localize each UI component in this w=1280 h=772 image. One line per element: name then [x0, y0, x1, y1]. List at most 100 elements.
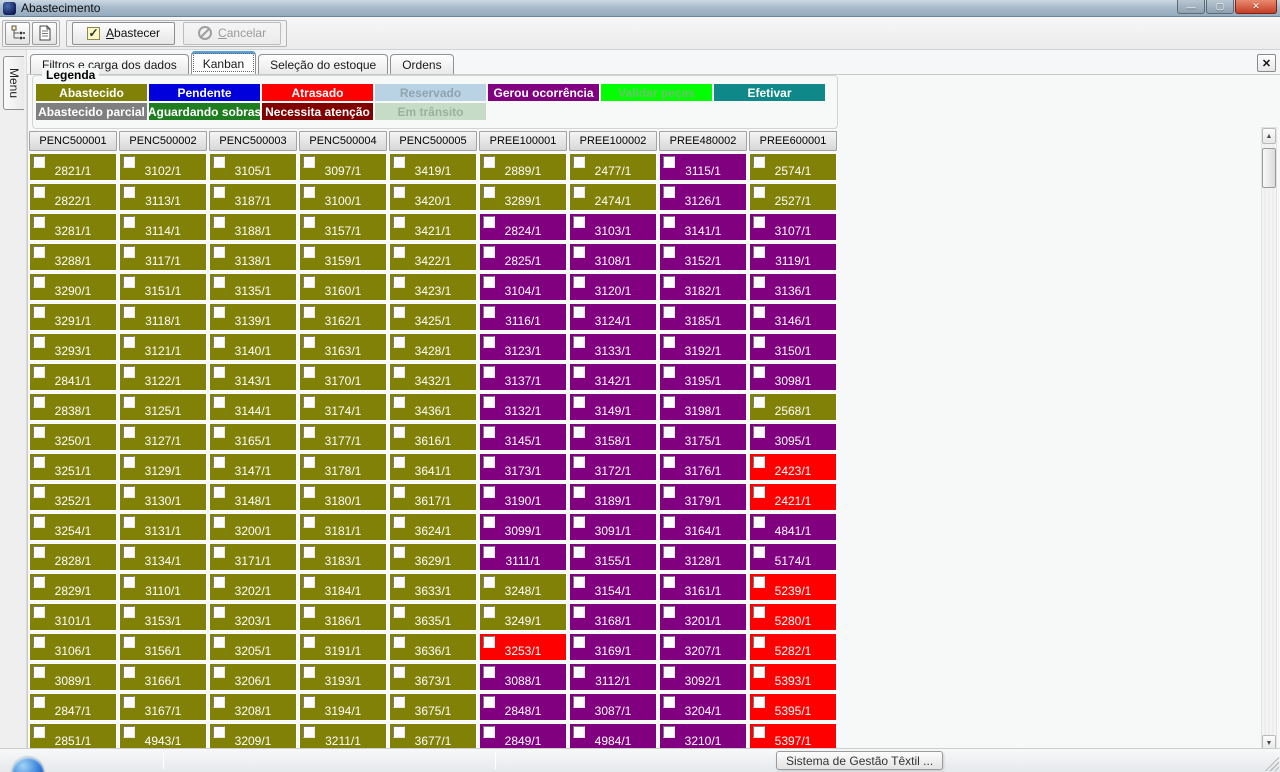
kanban-card-gerou-ocorrencia[interactable]: 3164/1	[659, 513, 747, 541]
kanban-card-abastecido[interactable]: 3202/1	[209, 573, 297, 601]
kanban-card-gerou-ocorrencia[interactable]: 3128/1	[659, 543, 747, 571]
card-checkbox[interactable]	[33, 276, 45, 288]
card-checkbox[interactable]	[123, 156, 135, 168]
kanban-card-abastecido[interactable]: 3419/1	[389, 153, 477, 181]
kanban-card-gerou-ocorrencia[interactable]: 3111/1	[479, 543, 567, 571]
kanban-card-abastecido[interactable]: 3129/1	[119, 453, 207, 481]
kanban-card-abastecido[interactable]: 3203/1	[209, 603, 297, 631]
card-checkbox[interactable]	[123, 276, 135, 288]
card-checkbox[interactable]	[753, 186, 765, 198]
card-checkbox[interactable]	[573, 156, 585, 168]
kanban-card-gerou-ocorrencia[interactable]: 3173/1	[479, 453, 567, 481]
kanban-card-atrasado[interactable]: 5282/1	[749, 633, 837, 661]
card-checkbox[interactable]	[303, 306, 315, 318]
card-checkbox[interactable]	[753, 426, 765, 438]
kanban-card-gerou-ocorrencia[interactable]: 3120/1	[569, 273, 657, 301]
card-checkbox[interactable]	[33, 576, 45, 588]
card-checkbox[interactable]	[573, 546, 585, 558]
card-checkbox[interactable]	[303, 396, 315, 408]
document-button[interactable]	[32, 21, 57, 45]
card-checkbox[interactable]	[573, 666, 585, 678]
card-checkbox[interactable]	[303, 636, 315, 648]
card-checkbox[interactable]	[213, 726, 225, 738]
card-checkbox[interactable]	[663, 396, 675, 408]
kanban-card-abastecido[interactable]: 3177/1	[299, 423, 387, 451]
kanban-card-gerou-ocorrencia[interactable]: 3108/1	[569, 243, 657, 271]
kanban-card-abastecido[interactable]: 3420/1	[389, 183, 477, 211]
card-checkbox[interactable]	[753, 636, 765, 648]
tab-kanban[interactable]: Kanban	[190, 51, 257, 74]
maximize-button[interactable]: ▢	[1206, 0, 1234, 14]
abastecer-button[interactable]: ✓ Abastecer	[72, 21, 176, 45]
kanban-card-gerou-ocorrencia[interactable]: 3198/1	[659, 393, 747, 421]
kanban-card-gerou-ocorrencia[interactable]: 3155/1	[569, 543, 657, 571]
kanban-card-abastecido[interactable]: 3636/1	[389, 633, 477, 661]
kanban-card-abastecido[interactable]: 3166/1	[119, 663, 207, 691]
kanban-card-abastecido[interactable]: 2828/1	[29, 543, 117, 571]
card-checkbox[interactable]	[213, 636, 225, 648]
card-checkbox[interactable]	[663, 306, 675, 318]
kanban-card-gerou-ocorrencia[interactable]: 3099/1	[479, 513, 567, 541]
card-checkbox[interactable]	[213, 246, 225, 258]
kanban-card-abastecido[interactable]: 3200/1	[209, 513, 297, 541]
card-checkbox[interactable]	[483, 726, 495, 738]
card-checkbox[interactable]	[213, 366, 225, 378]
kanban-card-abastecido[interactable]: 3163/1	[299, 333, 387, 361]
card-checkbox[interactable]	[663, 186, 675, 198]
card-checkbox[interactable]	[573, 576, 585, 588]
card-checkbox[interactable]	[123, 366, 135, 378]
kanban-card-abastecido[interactable]: 3153/1	[119, 603, 207, 631]
card-checkbox[interactable]	[753, 666, 765, 678]
kanban-card-gerou-ocorrencia[interactable]: 3123/1	[479, 333, 567, 361]
card-checkbox[interactable]	[123, 306, 135, 318]
kanban-card-gerou-ocorrencia[interactable]: 3207/1	[659, 633, 747, 661]
card-checkbox[interactable]	[393, 306, 405, 318]
card-checkbox[interactable]	[663, 726, 675, 738]
card-checkbox[interactable]	[663, 486, 675, 498]
kanban-card-gerou-ocorrencia[interactable]: 3175/1	[659, 423, 747, 451]
kanban-card-gerou-ocorrencia[interactable]: 3112/1	[569, 663, 657, 691]
kanban-card-abastecido[interactable]: 3134/1	[119, 543, 207, 571]
card-checkbox[interactable]	[753, 696, 765, 708]
card-checkbox[interactable]	[123, 246, 135, 258]
card-checkbox[interactable]	[303, 546, 315, 558]
kanban-card-abastecido[interactable]: 3183/1	[299, 543, 387, 571]
kanban-card-abastecido[interactable]: 3140/1	[209, 333, 297, 361]
kanban-card-abastecido[interactable]: 3436/1	[389, 393, 477, 421]
kanban-card-atrasado[interactable]: 5395/1	[749, 693, 837, 721]
kanban-card-gerou-ocorrencia[interactable]: 3192/1	[659, 333, 747, 361]
column-header[interactable]: PENC500003	[209, 131, 297, 151]
card-checkbox[interactable]	[573, 306, 585, 318]
kanban-card-abastecido[interactable]: 3616/1	[389, 423, 477, 451]
kanban-card-abastecido[interactable]: 2821/1	[29, 153, 117, 181]
card-checkbox[interactable]	[483, 486, 495, 498]
card-checkbox[interactable]	[33, 726, 45, 738]
card-checkbox[interactable]	[123, 666, 135, 678]
card-checkbox[interactable]	[573, 486, 585, 498]
card-checkbox[interactable]	[213, 516, 225, 528]
kanban-card-abastecido[interactable]: 3432/1	[389, 363, 477, 391]
kanban-card-abastecido[interactable]: 3101/1	[29, 603, 117, 631]
card-checkbox[interactable]	[573, 276, 585, 288]
card-checkbox[interactable]	[753, 306, 765, 318]
kanban-card-abastecido[interactable]: 3180/1	[299, 483, 387, 511]
kanban-card-abastecido[interactable]: 3248/1	[479, 573, 567, 601]
card-checkbox[interactable]	[483, 576, 495, 588]
card-checkbox[interactable]	[123, 336, 135, 348]
card-checkbox[interactable]	[663, 456, 675, 468]
scroll-up-button[interactable]: ▲	[1262, 128, 1276, 144]
kanban-card-gerou-ocorrencia[interactable]: 3185/1	[659, 303, 747, 331]
kanban-card-abastecido[interactable]: 3188/1	[209, 213, 297, 241]
kanban-card-abastecido[interactable]: 3293/1	[29, 333, 117, 361]
kanban-card-abastecido[interactable]: 3675/1	[389, 693, 477, 721]
card-checkbox[interactable]	[33, 546, 45, 558]
kanban-card-gerou-ocorrencia[interactable]: 2824/1	[479, 213, 567, 241]
card-checkbox[interactable]	[123, 726, 135, 738]
card-checkbox[interactable]	[483, 396, 495, 408]
card-checkbox[interactable]	[393, 486, 405, 498]
card-checkbox[interactable]	[303, 726, 315, 738]
card-checkbox[interactable]	[303, 246, 315, 258]
kanban-card-abastecido[interactable]: 3428/1	[389, 333, 477, 361]
kanban-card-abastecido[interactable]: 2889/1	[479, 153, 567, 181]
card-checkbox[interactable]	[663, 366, 675, 378]
